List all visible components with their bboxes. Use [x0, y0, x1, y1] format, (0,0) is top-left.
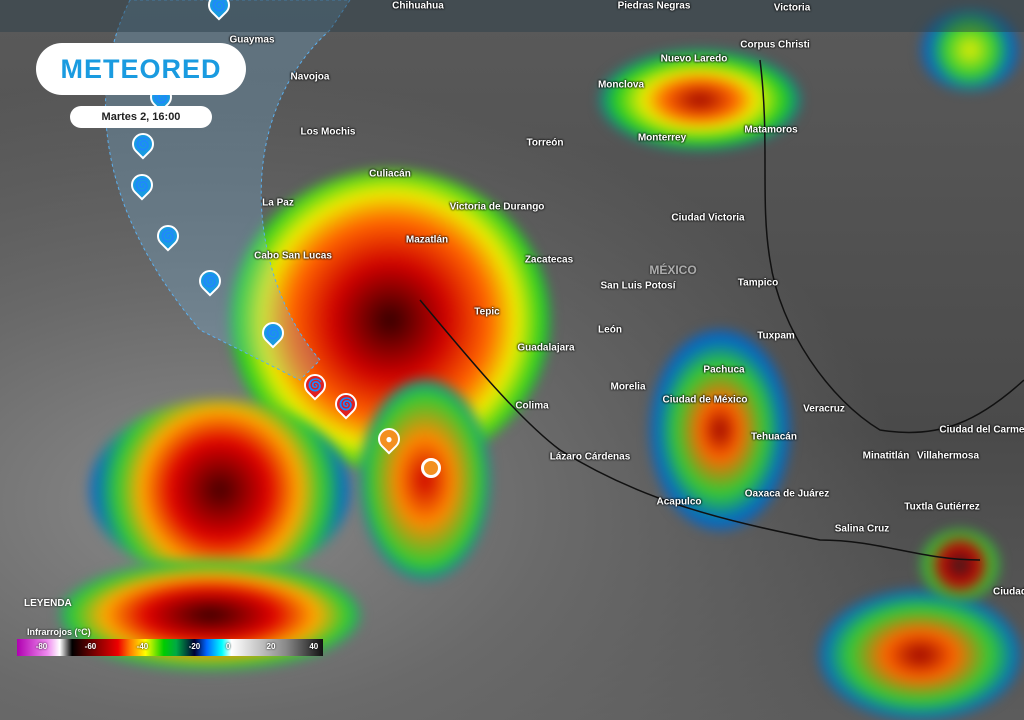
city-label: Chihuahua: [392, 0, 444, 12]
cloud-blob: [650, 330, 790, 530]
cloud-blob: [600, 50, 800, 150]
city-label: Guadalajara: [517, 342, 575, 354]
cloud-blob: [360, 380, 490, 580]
cloud-blob: [90, 400, 350, 580]
city-label: Colima: [515, 400, 549, 412]
legend-title: LEYENDA: [24, 598, 72, 609]
legend-layer: Infrarrojos (°C): [27, 627, 91, 637]
city-label: Veracruz: [803, 403, 845, 415]
legend-tick: 40: [309, 642, 319, 651]
country-label: MÉXICO: [649, 263, 697, 277]
city-label: Guaymas: [229, 34, 275, 46]
city-label: Tepic: [474, 306, 500, 318]
city-label: Pachuca: [703, 364, 745, 376]
meteored-logo: METEORED: [36, 43, 246, 95]
city-label: Zacatecas: [524, 254, 574, 266]
city-label: Victoria: [773, 2, 811, 14]
city-label: Tuxtla Gutiérrez: [904, 501, 980, 513]
city-label: Tuxpam: [757, 330, 795, 342]
city-label: Mazatlán: [405, 234, 449, 246]
city-label: Torreón: [526, 137, 564, 149]
city-label: Oaxaca de Juárez: [744, 488, 830, 500]
city-label: Nuevo Laredo: [660, 53, 728, 65]
legend-tick: 20: [266, 642, 276, 651]
cloud-blob: [920, 10, 1020, 90]
cloud-blob: [820, 590, 1020, 720]
city-label: Victoria de Durango: [449, 201, 545, 213]
city-label: Ciudad: [993, 586, 1024, 598]
city-label: Matamoros: [744, 124, 798, 136]
city-label: Minatitlán: [862, 450, 910, 462]
cloud-blob: [920, 530, 1000, 600]
city-label: Corpus Christi: [740, 39, 810, 51]
city-label: San Luis Potosí: [600, 280, 676, 292]
city-label: Salina Cruz: [834, 523, 890, 535]
legend-tick: 0: [225, 642, 231, 651]
city-label: Tehuacán: [751, 431, 797, 443]
legend-tick: -80: [35, 642, 48, 651]
city-label: Navojoa: [290, 71, 330, 83]
city-label: Ciudad de México: [662, 394, 748, 406]
city-label: Los Mochis: [300, 126, 356, 138]
city-label: León: [598, 324, 622, 336]
timestamp-label: Martes 2, 16:00: [70, 106, 212, 128]
city-label: Ciudad del Carmen: [939, 424, 1024, 436]
city-label: Piedras Negras: [617, 0, 691, 12]
city-label: Tampico: [737, 277, 779, 289]
legend-tick: -20: [188, 642, 201, 651]
city-label: Villahermosa: [916, 450, 980, 462]
city-label: Morelia: [610, 381, 646, 393]
city-label: La Paz: [262, 197, 294, 209]
city-label: Monclova: [597, 79, 645, 91]
city-label: Monterrey: [637, 132, 687, 144]
legend-color-scale: -80 -60 -40 -20 0 20 40: [17, 639, 323, 656]
legend-tick: -60: [84, 642, 97, 651]
legend-tick: -40: [136, 642, 149, 651]
logo-text: METEORED: [60, 53, 222, 84]
city-label: Cabo San Lucas: [254, 250, 332, 262]
city-label: Lázaro Cárdenas: [549, 451, 631, 463]
city-label: Ciudad Victoria: [671, 212, 745, 224]
city-label: Acapulco: [656, 496, 702, 508]
top-band: [0, 0, 1024, 32]
city-label: Culiacán: [369, 168, 411, 180]
low-icon[interactable]: [421, 458, 441, 478]
